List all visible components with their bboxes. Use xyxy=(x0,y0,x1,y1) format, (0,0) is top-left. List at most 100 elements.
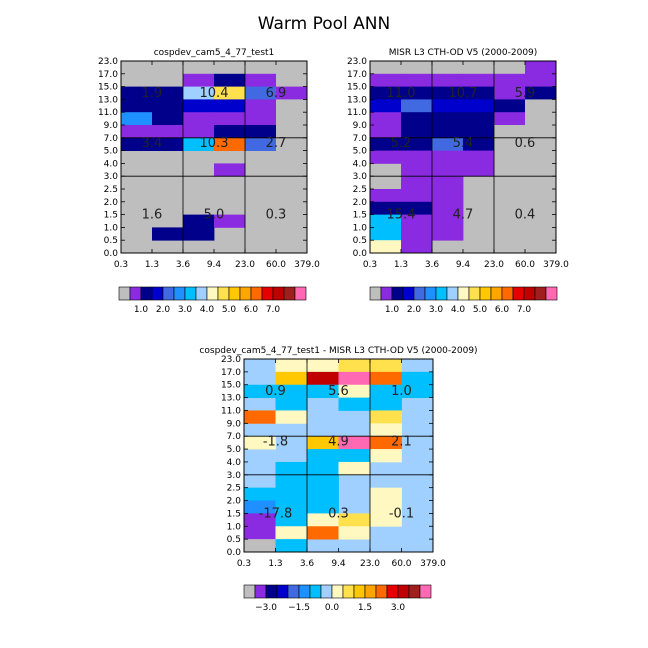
heatmap-cell xyxy=(401,227,433,241)
region-total-label: 10.3 xyxy=(200,136,229,151)
heatmap-cell xyxy=(307,526,339,540)
colorbar-label: 6.0 xyxy=(495,305,510,315)
x-tick-label: 3.6 xyxy=(425,260,440,270)
heatmap-cell xyxy=(244,539,276,553)
heatmap-cell xyxy=(432,137,464,151)
region-total-label: 3.4 xyxy=(142,136,163,151)
region-total-label: 4.9 xyxy=(328,434,349,449)
heatmap-cell xyxy=(214,73,246,87)
heatmap-cell xyxy=(152,227,184,241)
colorbar-swatch xyxy=(184,286,197,301)
heatmap-cell xyxy=(401,201,433,215)
heatmap-cell xyxy=(275,500,308,514)
heatmap-cell xyxy=(370,371,402,386)
region-total-label: 11.0 xyxy=(387,86,416,101)
heatmap-cell xyxy=(463,112,495,126)
heatmap-cell xyxy=(370,189,402,203)
colorbar-swatch xyxy=(118,286,131,301)
region-total-label: 5.0 xyxy=(204,208,225,223)
x-tick-label: 9.4 xyxy=(207,260,222,270)
y-tick-label: 1.5 xyxy=(104,211,118,221)
x-tick-label: 9.4 xyxy=(456,260,471,270)
heatmap-cell xyxy=(370,513,402,527)
y-tick-label: 9.0 xyxy=(227,419,242,429)
x-tick-label: 23.0 xyxy=(484,260,504,270)
y-tick-label: 3.0 xyxy=(353,172,368,182)
heatmap-cell xyxy=(338,359,371,373)
heatmap-cell xyxy=(214,163,246,177)
heatmap-cell xyxy=(276,137,308,151)
heatmap-cell xyxy=(463,73,495,87)
colorbar-swatch xyxy=(408,584,421,599)
colorbar-swatch xyxy=(435,286,448,301)
heatmap-cell xyxy=(432,61,464,75)
colorbar-swatch xyxy=(386,584,399,599)
heatmap-cell xyxy=(432,163,464,177)
heatmap-cell xyxy=(432,176,464,190)
y-tick-label: 1.5 xyxy=(353,211,367,221)
y-tick-label: 13.0 xyxy=(347,95,367,105)
y-tick-label: 13.0 xyxy=(221,394,241,404)
y-tick-label: 3.0 xyxy=(227,471,242,481)
heatmap-cell xyxy=(338,371,371,386)
region-total-label: -0.1 xyxy=(389,506,414,521)
heatmap-cell xyxy=(214,214,246,228)
colorbar-label: 1.5 xyxy=(358,603,372,613)
heatmap-cell xyxy=(432,227,464,241)
heatmap-cell xyxy=(401,371,434,386)
region-total-label: 5.9 xyxy=(515,86,536,101)
heatmap-cell xyxy=(307,500,339,514)
heatmap-cell xyxy=(183,227,215,241)
colorbar-swatch xyxy=(162,286,175,301)
heatmap-cell xyxy=(463,163,495,177)
heatmap-cell xyxy=(370,423,402,437)
heatmap-cell xyxy=(494,112,526,126)
y-tick-label: 23.0 xyxy=(347,57,367,67)
heatmap-cell xyxy=(276,112,308,126)
heatmap-cell xyxy=(245,99,277,113)
x-tick-label: 0.3 xyxy=(114,260,128,270)
heatmap-cell xyxy=(370,487,402,501)
y-tick-label: 13.0 xyxy=(98,95,118,105)
panel-title: cospdev_cam5_4_77_test1 - MISR L3 CTH-OD… xyxy=(199,346,477,356)
heatmap-cell xyxy=(275,359,308,373)
y-tick-label: 15.0 xyxy=(221,381,241,391)
heatmap-cell xyxy=(370,150,402,164)
region-total-label: 1.0 xyxy=(391,384,412,399)
heatmap-cell xyxy=(307,436,339,450)
heatmap-cell xyxy=(463,125,495,139)
heatmap-cell xyxy=(370,436,402,450)
colorbar-swatch xyxy=(320,584,333,599)
colorbar-swatch xyxy=(353,584,366,599)
colorbar-swatch xyxy=(272,286,285,301)
heatmap-cell xyxy=(463,86,495,100)
heatmap-cell xyxy=(275,410,308,424)
y-tick-label: 7.0 xyxy=(353,134,368,144)
colorbar-swatch xyxy=(545,286,558,301)
colorbar-swatch xyxy=(239,286,252,301)
x-tick-label: 379.0 xyxy=(294,260,320,270)
heatmap-cell xyxy=(244,410,276,424)
heatmap-cell xyxy=(276,125,308,139)
heatmap-cell xyxy=(245,137,277,151)
heatmap-cell xyxy=(152,86,184,100)
colorbar-swatch xyxy=(534,286,547,301)
colorbar-swatch xyxy=(523,286,536,301)
heatmap-cell xyxy=(463,61,495,75)
heatmap-cell xyxy=(432,73,464,87)
x-tick-label: 60.0 xyxy=(266,260,286,270)
heatmap-cell xyxy=(121,73,153,87)
colorbar-label: 5.0 xyxy=(473,305,488,315)
heatmap-cell xyxy=(307,487,339,501)
colorbar-label: 4.0 xyxy=(200,305,215,315)
y-tick-label: 5.0 xyxy=(227,445,242,455)
heatmap-cell xyxy=(494,125,526,139)
x-tick-label: 1.3 xyxy=(394,260,408,270)
y-tick-label: 1.0 xyxy=(104,223,119,233)
heatmap-cell xyxy=(463,99,495,113)
colorbar-swatch xyxy=(206,286,219,301)
y-tick-label: 2.0 xyxy=(104,198,119,208)
colorbar-swatch xyxy=(140,286,153,301)
heatmap-cell xyxy=(525,99,557,113)
heatmap-cell xyxy=(494,61,526,75)
